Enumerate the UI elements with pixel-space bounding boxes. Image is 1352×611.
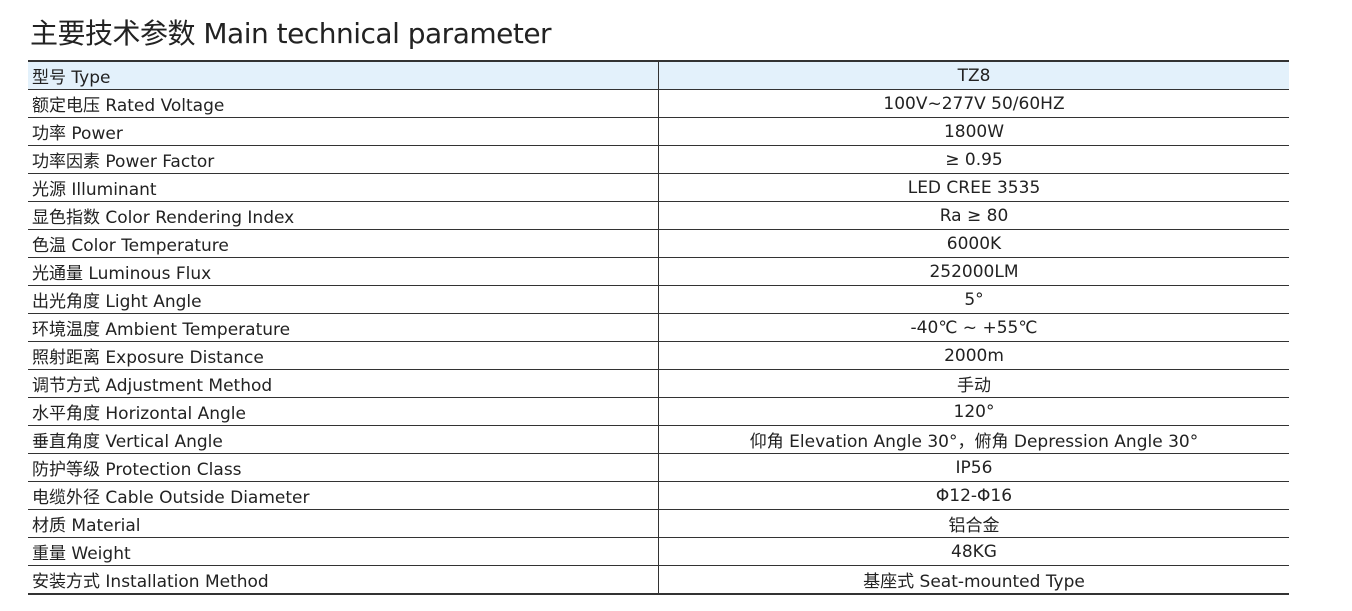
param-name: 垂直角度 Vertical Angle: [28, 425, 659, 454]
table-row: 型号 Type TZ8: [28, 60, 1289, 90]
table-row: 光源 Illuminant LED CREE 3535: [28, 173, 1289, 202]
table-row: 光通量 Luminous Flux 252000LM: [28, 257, 1289, 286]
table-row: 环境温度 Ambient Temperature -40℃ ~ +55℃: [28, 313, 1289, 342]
table-row: 防护等级 Protection Class IP56: [28, 453, 1289, 482]
param-value: 仰角 Elevation Angle 30°，俯角 Depression Ang…: [658, 425, 1289, 454]
param-name: 出光角度 Light Angle: [28, 285, 659, 314]
table-row: 照射距离 Exposure Distance 2000m: [28, 341, 1289, 370]
param-value: Ra ≥ 80: [658, 201, 1289, 230]
param-name: 照射距离 Exposure Distance: [28, 341, 659, 370]
param-value: -40℃ ~ +55℃: [658, 313, 1289, 342]
table-row: 功率因素 Power Factor ≥ 0.95: [28, 145, 1289, 174]
param-name: 调节方式 Adjustment Method: [28, 369, 659, 398]
table-row: 水平角度 Horizontal Angle 120°: [28, 397, 1289, 426]
param-name: 功率 Power: [28, 117, 659, 146]
table-row: 色温 Color Temperature 6000K: [28, 229, 1289, 258]
param-value: 48KG: [658, 537, 1289, 566]
table-row: 额定电压 Rated Voltage 100V~277V 50/60HZ: [28, 89, 1289, 118]
table-row: 调节方式 Adjustment Method 手动: [28, 369, 1289, 398]
param-name: 型号 Type: [28, 60, 659, 90]
param-value: 6000K: [658, 229, 1289, 258]
title: 主要技术参数 Main technical parameter: [30, 17, 552, 50]
param-name: 显色指数 Color Rendering Index: [28, 201, 659, 230]
param-name: 水平角度 Horizontal Angle: [28, 397, 659, 426]
table-row: 功率 Power 1800W: [28, 117, 1289, 146]
table-row: 材质 Material 铝合金: [28, 509, 1289, 538]
param-name: 重量 Weight: [28, 537, 659, 566]
param-value: 基座式 Seat-mounted Type: [658, 565, 1289, 595]
param-name: 电缆外径 Cable Outside Diameter: [28, 481, 659, 510]
param-name: 材质 Material: [28, 509, 659, 538]
param-value: 100V~277V 50/60HZ: [658, 89, 1289, 118]
param-value: 2000m: [658, 341, 1289, 370]
param-value: LED CREE 3535: [658, 173, 1289, 202]
param-name: 防护等级 Protection Class: [28, 453, 659, 482]
param-name: 光源 Illuminant: [28, 173, 659, 202]
param-name: 额定电压 Rated Voltage: [28, 89, 659, 118]
param-name: 光通量 Luminous Flux: [28, 257, 659, 286]
table-row: 显色指数 Color Rendering Index Ra ≥ 80: [28, 201, 1289, 230]
param-name: 色温 Color Temperature: [28, 229, 659, 258]
param-value: TZ8: [658, 60, 1289, 90]
table-row: 重量 Weight 48KG: [28, 537, 1289, 566]
table-row: 垂直角度 Vertical Angle 仰角 Elevation Angle 30…: [28, 425, 1289, 454]
param-value: 铝合金: [658, 509, 1289, 538]
param-name: 安装方式 Installation Method: [28, 565, 659, 595]
param-value: 120°: [658, 397, 1289, 426]
spec-table: 型号 Type TZ8 额定电压 Rated Voltage 100V~277V 50…: [28, 60, 1289, 595]
param-value: 手动: [658, 369, 1289, 398]
param-value: 252000LM: [658, 257, 1289, 286]
table-row: 安装方式 Installation Method 基座式 Seat-mounted…: [28, 565, 1289, 595]
param-value: 1800W: [658, 117, 1289, 146]
param-name: 环境温度 Ambient Temperature: [28, 313, 659, 342]
table-row: 出光角度 Light Angle 5°: [28, 285, 1289, 314]
table-row: 电缆外径 Cable Outside Diameter Φ12-Φ16: [28, 481, 1289, 510]
param-name: 功率因素 Power Factor: [28, 145, 659, 174]
param-value: IP56: [658, 453, 1289, 482]
param-value: ≥ 0.95: [658, 145, 1289, 174]
param-value: 5°: [658, 285, 1289, 314]
param-value: Φ12-Φ16: [658, 481, 1289, 510]
